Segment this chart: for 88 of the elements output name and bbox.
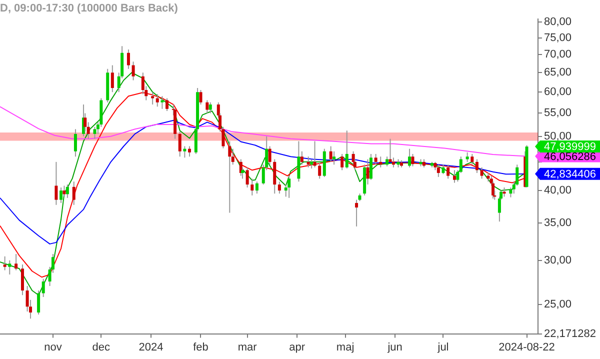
candlestick xyxy=(188,146,192,158)
candlestick xyxy=(183,146,186,158)
chart-title: D, 09:00-17:30 (100000 Bars Back) xyxy=(0,2,178,15)
candlestick xyxy=(278,181,281,194)
candlestick xyxy=(446,164,450,180)
candlestick xyxy=(110,64,114,93)
candlestick xyxy=(374,153,378,166)
candlestick xyxy=(340,153,344,171)
y-tick-label: 75,00 xyxy=(544,32,572,44)
candlestick xyxy=(126,48,130,70)
y-tick-label: 60,00 xyxy=(544,86,572,98)
candlestick xyxy=(369,153,372,180)
candlestick xyxy=(20,264,24,296)
candlestick xyxy=(411,153,414,167)
candlestick xyxy=(452,170,456,184)
text: 47,939999 xyxy=(544,141,596,154)
candlestick xyxy=(228,140,232,214)
y-tick-label: 35,00 xyxy=(544,216,572,229)
candlestick xyxy=(332,150,336,166)
candlestick xyxy=(318,162,322,180)
candlestick xyxy=(156,94,159,108)
candlestick xyxy=(379,156,382,168)
candlestick xyxy=(470,153,474,166)
x-tick-label: feb xyxy=(193,341,208,354)
candlestick xyxy=(297,140,300,182)
y-tick-label: 55,00 xyxy=(544,107,572,120)
x-tick-label: jun xyxy=(386,341,402,354)
y-tick-label: 65,00 xyxy=(544,66,572,79)
y-tick-label: 22,171282 xyxy=(544,328,596,340)
candlestick xyxy=(132,61,135,81)
candlestick xyxy=(408,148,412,168)
candlestick xyxy=(329,146,332,162)
candlestick xyxy=(206,100,209,114)
candlestick xyxy=(62,185,66,198)
candlestick xyxy=(300,150,304,166)
candlestick xyxy=(313,140,316,168)
data-label: 46,056286 xyxy=(544,150,596,163)
candlestick xyxy=(74,128,77,158)
y-tick-label: 50,00 xyxy=(544,130,572,142)
candlestick xyxy=(3,256,6,271)
x-tick-label: apr xyxy=(289,341,306,354)
candlestick xyxy=(66,184,69,198)
candlestick xyxy=(178,131,182,158)
candlestick xyxy=(268,146,272,166)
candlestick xyxy=(208,102,212,114)
y-tick-label: 30,00 xyxy=(544,254,572,266)
candlestick xyxy=(345,130,348,169)
candlestick xyxy=(306,156,310,168)
candlestick xyxy=(37,290,40,316)
candlestick xyxy=(166,98,169,112)
x-tick-label: dec xyxy=(92,341,111,354)
candlestick xyxy=(502,187,506,198)
candlestick xyxy=(160,96,164,110)
candlestick xyxy=(151,92,154,106)
x-tick-label: nov xyxy=(44,341,62,354)
candlestick xyxy=(8,260,12,276)
x-tick-label: maj xyxy=(336,341,354,354)
candlestick xyxy=(250,178,254,196)
candlestick xyxy=(199,90,202,106)
candlestick xyxy=(273,158,276,194)
candlestick xyxy=(14,253,18,271)
candlestick xyxy=(386,156,389,167)
y-tick-label: 40,00 xyxy=(544,184,572,197)
candlestick xyxy=(72,181,76,206)
candlestick xyxy=(93,126,96,140)
y-tick-label: 70,00 xyxy=(544,48,572,61)
y-tick-label: 25,00 xyxy=(544,298,572,311)
candlestick xyxy=(466,152,469,162)
x-tick-label: mar xyxy=(238,341,258,354)
candlestick xyxy=(255,181,258,194)
x-tick-label: jul xyxy=(436,341,449,354)
candlestick xyxy=(54,161,58,206)
candlestick xyxy=(246,166,249,188)
candlestick xyxy=(60,187,63,204)
candlestick xyxy=(436,164,440,178)
candlestick xyxy=(475,158,478,174)
x-tick-label: 2024 xyxy=(138,341,164,354)
data-label: 42,834406 xyxy=(544,168,596,180)
candlestick xyxy=(355,199,358,227)
candlestick xyxy=(42,278,45,298)
candlestick xyxy=(366,158,370,186)
y-tick-label: 80,00 xyxy=(544,16,572,28)
candlestick xyxy=(288,175,291,198)
candlestick xyxy=(442,164,445,175)
x-tick-label: 2024-08-22 xyxy=(498,341,555,354)
candlestick xyxy=(392,157,395,168)
candlestick xyxy=(310,158,314,169)
candlestick xyxy=(480,166,484,180)
